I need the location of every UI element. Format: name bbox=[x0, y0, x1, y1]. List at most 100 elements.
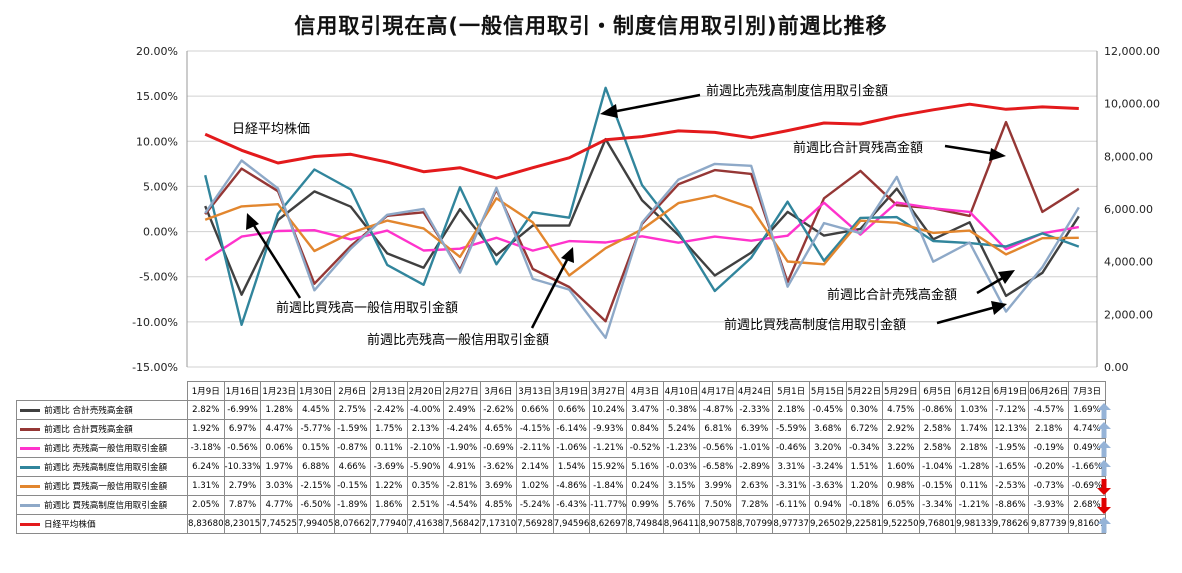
annotation-buy-ippan: 前週比買残高一般信用取引金額 bbox=[276, 300, 458, 316]
data-cell: -1.28% bbox=[955, 457, 993, 477]
category-label: 6月12日 bbox=[955, 381, 993, 401]
data-cell: 7.28% bbox=[735, 495, 774, 515]
data-cell: 7,56842 bbox=[443, 514, 481, 534]
arrow-sell-seido bbox=[611, 93, 701, 114]
left-axis-ticks: 20.00% 15.00% 10.00% 5.00% 0.00% -5.00% -10.00… bbox=[132, 45, 178, 374]
data-cell: 7.50% bbox=[699, 495, 737, 515]
annotation-sell-seido: 前週比売残高制度信用取引金額 bbox=[706, 83, 888, 99]
series-name: 前週比 合計売残高金額 bbox=[44, 406, 133, 416]
data-cell: 9,78626 bbox=[991, 514, 1030, 534]
data-cell: 0.99% bbox=[626, 495, 664, 515]
data-cell: -5.90% bbox=[406, 457, 445, 477]
data-cell: -0.87% bbox=[333, 438, 372, 458]
data-cell: 6.39% bbox=[735, 419, 774, 439]
left-tick-label: -15.00% bbox=[132, 361, 178, 374]
data-cell: 15.92% bbox=[589, 457, 628, 477]
arrowhead-sell-ippan bbox=[561, 247, 574, 263]
data-cell: -1.89% bbox=[333, 495, 372, 515]
category-label: 4月3日 bbox=[626, 381, 664, 401]
trend-down-arrow-icon bbox=[1097, 479, 1111, 495]
data-cell: 2.92% bbox=[882, 419, 920, 439]
data-cell: 3.68% bbox=[808, 419, 847, 439]
data-cell: 1.86% bbox=[370, 495, 408, 515]
series-line-3 bbox=[204, 86, 1080, 326]
data-cell: 7,77940 bbox=[370, 514, 408, 534]
data-cell: -0.19% bbox=[1028, 438, 1070, 458]
data-cell: -0.18% bbox=[845, 495, 884, 515]
data-cell: 7.87% bbox=[223, 495, 262, 515]
data-cell: -1.23% bbox=[662, 438, 701, 458]
left-tick-label: -5.00% bbox=[139, 271, 178, 284]
data-cell: 0.24% bbox=[626, 476, 664, 496]
series-legend: 前週比 合計買残高金額 bbox=[16, 419, 188, 439]
trend-arrow-shape bbox=[1097, 498, 1111, 514]
table-row: 日経平均株価 8,83680 8,23015 7,74525 7,99405 8,0766… bbox=[16, 514, 1106, 534]
data-cell: 1.03% bbox=[955, 400, 993, 420]
series-line-0 bbox=[204, 137, 1080, 298]
trend-arrow-shape bbox=[1097, 422, 1111, 438]
data-cell: 9,26502 bbox=[808, 514, 847, 534]
data-cell: -0.56% bbox=[699, 438, 737, 458]
series-line-4 bbox=[204, 194, 1079, 277]
data-cell: 10.24% bbox=[589, 400, 628, 420]
trend-arrow-shape bbox=[1097, 441, 1111, 457]
trend-up-arrow-icon bbox=[1097, 422, 1111, 438]
data-cell: 1.28% bbox=[260, 400, 298, 420]
annotation-nikkei: 日経平均株価 bbox=[232, 122, 310, 137]
data-cell: 0.30% bbox=[845, 400, 884, 420]
data-cell: -9.93% bbox=[589, 419, 628, 439]
series-line-6 bbox=[204, 102, 1079, 180]
data-cell: -6.43% bbox=[552, 495, 591, 515]
data-cell: 3.31% bbox=[772, 457, 810, 477]
data-cell: 0.11% bbox=[955, 476, 993, 496]
data-cell: -0.56% bbox=[223, 438, 262, 458]
category-label: 6月19日 bbox=[991, 381, 1030, 401]
data-cell: 8,96411 bbox=[662, 514, 701, 534]
data-cell: -1.95% bbox=[991, 438, 1030, 458]
data-cell: -0.15% bbox=[333, 476, 372, 496]
arrowhead-total-sell bbox=[998, 270, 1015, 284]
arrow-total-buy bbox=[944, 144, 997, 156]
data-cell: 1.20% bbox=[845, 476, 884, 496]
data-cell: 12.13% bbox=[991, 419, 1030, 439]
data-cell: 2.49% bbox=[443, 400, 481, 420]
arrow-buy-seido bbox=[936, 305, 997, 325]
category-label: 5月22日 bbox=[845, 381, 884, 401]
left-tick-label: 10.00% bbox=[136, 135, 178, 148]
legend-swatch bbox=[20, 523, 40, 526]
series-legend: 前週比 買残高制度信用取引金額 bbox=[16, 495, 188, 515]
category-label: 1月16日 bbox=[223, 381, 262, 401]
left-tick-label: 0.00% bbox=[143, 226, 178, 239]
data-cell: 6.72% bbox=[845, 419, 884, 439]
category-label: 4月17日 bbox=[699, 381, 737, 401]
data-cell: 0.35% bbox=[406, 476, 445, 496]
series-name: 前週比 買残高一般信用取引金額 bbox=[44, 482, 168, 492]
category-label: 2月27日 bbox=[443, 381, 481, 401]
legend-swatch bbox=[20, 428, 40, 431]
data-cell: -4.57% bbox=[1028, 400, 1070, 420]
right-tick-label: 12,000.00 bbox=[1104, 45, 1160, 58]
data-cell: 3.03% bbox=[260, 476, 298, 496]
annotation-arrows bbox=[246, 93, 1015, 329]
data-cell: -6.11% bbox=[772, 495, 810, 515]
data-cell: -6.14% bbox=[552, 419, 591, 439]
data-cell: 4.66% bbox=[333, 457, 372, 477]
annotation-total-buy: 前週比合計買残高金額 bbox=[793, 140, 923, 156]
data-cell: -4.24% bbox=[443, 419, 481, 439]
data-cell: 0.94% bbox=[808, 495, 847, 515]
data-cell: -3.69% bbox=[370, 457, 408, 477]
data-cell: 4.45% bbox=[296, 400, 335, 420]
data-cell: 0.98% bbox=[882, 476, 920, 496]
table-row: 前週比 売残高制度信用取引金額 6.24% -10.33% 1.97% 6.88% 4.6… bbox=[16, 457, 1106, 477]
data-cell: 0.06% bbox=[260, 438, 298, 458]
data-cell: 2.75% bbox=[333, 400, 372, 420]
data-cell: 1.54% bbox=[552, 457, 591, 477]
data-cell: 7,17310 bbox=[479, 514, 518, 534]
data-cell: 5.16% bbox=[626, 457, 664, 477]
data-cell: 9,87739 bbox=[1028, 514, 1070, 534]
data-cell: 2.79% bbox=[223, 476, 262, 496]
table-row: 前週比 合計買残高金額 1.92% 6.97% 4.47% -5.77% -1.59% 1.… bbox=[16, 419, 1106, 439]
data-cell: 2.82% bbox=[187, 400, 225, 420]
data-cell: 8,07662 bbox=[333, 514, 372, 534]
legend-swatch bbox=[20, 447, 40, 450]
